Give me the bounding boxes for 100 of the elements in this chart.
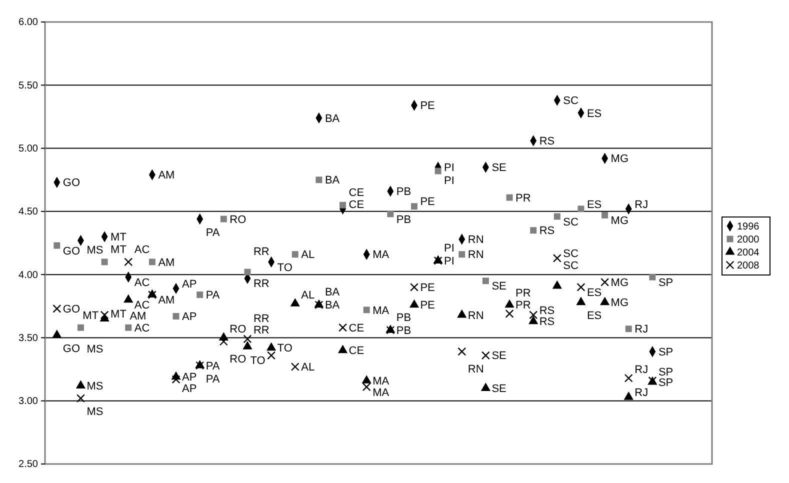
point <box>243 334 252 344</box>
y-tick-label: 5.50 <box>18 80 38 92</box>
data-label: MS <box>86 380 104 393</box>
data-label: SE <box>492 383 506 396</box>
legend-label: 1996 <box>737 222 760 232</box>
data-label: RS <box>539 316 555 328</box>
data-label: SC <box>563 216 578 228</box>
point <box>244 268 251 276</box>
data-label: MG <box>610 215 629 228</box>
data-label: ES <box>586 310 602 322</box>
data-label: MS <box>86 244 104 256</box>
point <box>409 299 420 308</box>
data-label: PE <box>420 100 435 112</box>
data-label: PA <box>206 290 220 302</box>
data-label: MA <box>372 386 390 399</box>
y-tick-label: 4.50 <box>18 206 38 218</box>
point <box>387 210 394 218</box>
data-label: ES <box>586 287 602 300</box>
point <box>338 344 348 354</box>
data-label: AL <box>301 362 315 374</box>
point <box>125 324 132 331</box>
data-label: RO <box>230 324 247 336</box>
point <box>219 337 228 346</box>
data-label: PR <box>516 192 531 204</box>
data-label: MG <box>610 153 629 166</box>
data-label: TO <box>250 355 266 368</box>
point <box>530 227 537 234</box>
data-label: RN <box>468 310 484 322</box>
data-label: AM <box>158 256 175 269</box>
data-label: BA <box>324 112 340 125</box>
point <box>266 342 276 351</box>
data-label: MA <box>372 249 390 262</box>
point <box>242 341 252 350</box>
point <box>124 294 134 303</box>
data-label: PR <box>516 288 531 300</box>
data-label: MA <box>372 376 390 388</box>
data-label: MG <box>610 297 629 310</box>
point <box>54 242 60 249</box>
data-label: RS <box>539 304 555 317</box>
data-label: RO <box>230 214 247 226</box>
point <box>220 216 227 222</box>
point <box>552 280 562 289</box>
data-label: AC <box>134 300 150 312</box>
data-label: RS <box>539 136 555 148</box>
data-label: SC <box>563 95 578 108</box>
point <box>552 254 562 262</box>
point <box>506 194 513 201</box>
data-label: AC <box>134 322 150 334</box>
point <box>624 374 633 382</box>
legend-label: 2004 <box>737 248 760 258</box>
point <box>625 326 632 332</box>
data-label: AC <box>134 244 150 256</box>
legend-label: 2008 <box>737 260 760 272</box>
data-label: PB <box>396 324 412 337</box>
y-tick-label: 6.00 <box>18 17 38 28</box>
data-label: SE <box>492 162 506 174</box>
point <box>101 258 108 266</box>
point <box>578 206 584 212</box>
point <box>554 213 560 220</box>
data-label: CE <box>348 198 364 211</box>
point <box>482 278 489 284</box>
data-label: AL <box>301 249 315 262</box>
point <box>363 306 370 314</box>
data-label: SC <box>563 248 578 260</box>
data-label: RJ <box>634 198 648 211</box>
data-label: CE <box>348 322 364 334</box>
data-label: RJ <box>634 364 648 376</box>
point <box>172 375 180 384</box>
data-label: PA <box>206 360 220 372</box>
point <box>458 347 466 356</box>
data-label: PB <box>396 186 412 198</box>
data-label: AP <box>182 372 197 384</box>
point <box>458 251 466 258</box>
data-label: RN <box>468 249 484 262</box>
data-label: RR <box>253 324 270 336</box>
data-label: MT <box>82 310 99 322</box>
point <box>624 392 634 400</box>
data-label: PB <box>396 312 412 324</box>
data-label: GO <box>62 177 80 190</box>
data-label: RR <box>253 312 270 325</box>
data-label: RO <box>230 353 247 366</box>
y-tick-label: 4.00 <box>18 270 38 281</box>
data-label: BA <box>324 286 340 299</box>
data-label: TO <box>277 262 293 274</box>
point <box>196 292 204 298</box>
point <box>148 258 156 266</box>
point <box>434 168 442 174</box>
point <box>362 375 372 384</box>
data-label: MT <box>110 232 127 244</box>
data-label: PA <box>206 373 220 386</box>
point <box>649 274 656 280</box>
point <box>362 382 371 392</box>
data-label: AL <box>301 289 315 302</box>
data-label: RJ <box>634 386 648 399</box>
point <box>481 351 490 360</box>
data-label: AC <box>134 276 150 289</box>
data-label: CE <box>348 186 364 199</box>
point <box>480 382 490 392</box>
data-label: RR <box>253 278 270 290</box>
point <box>290 298 300 306</box>
